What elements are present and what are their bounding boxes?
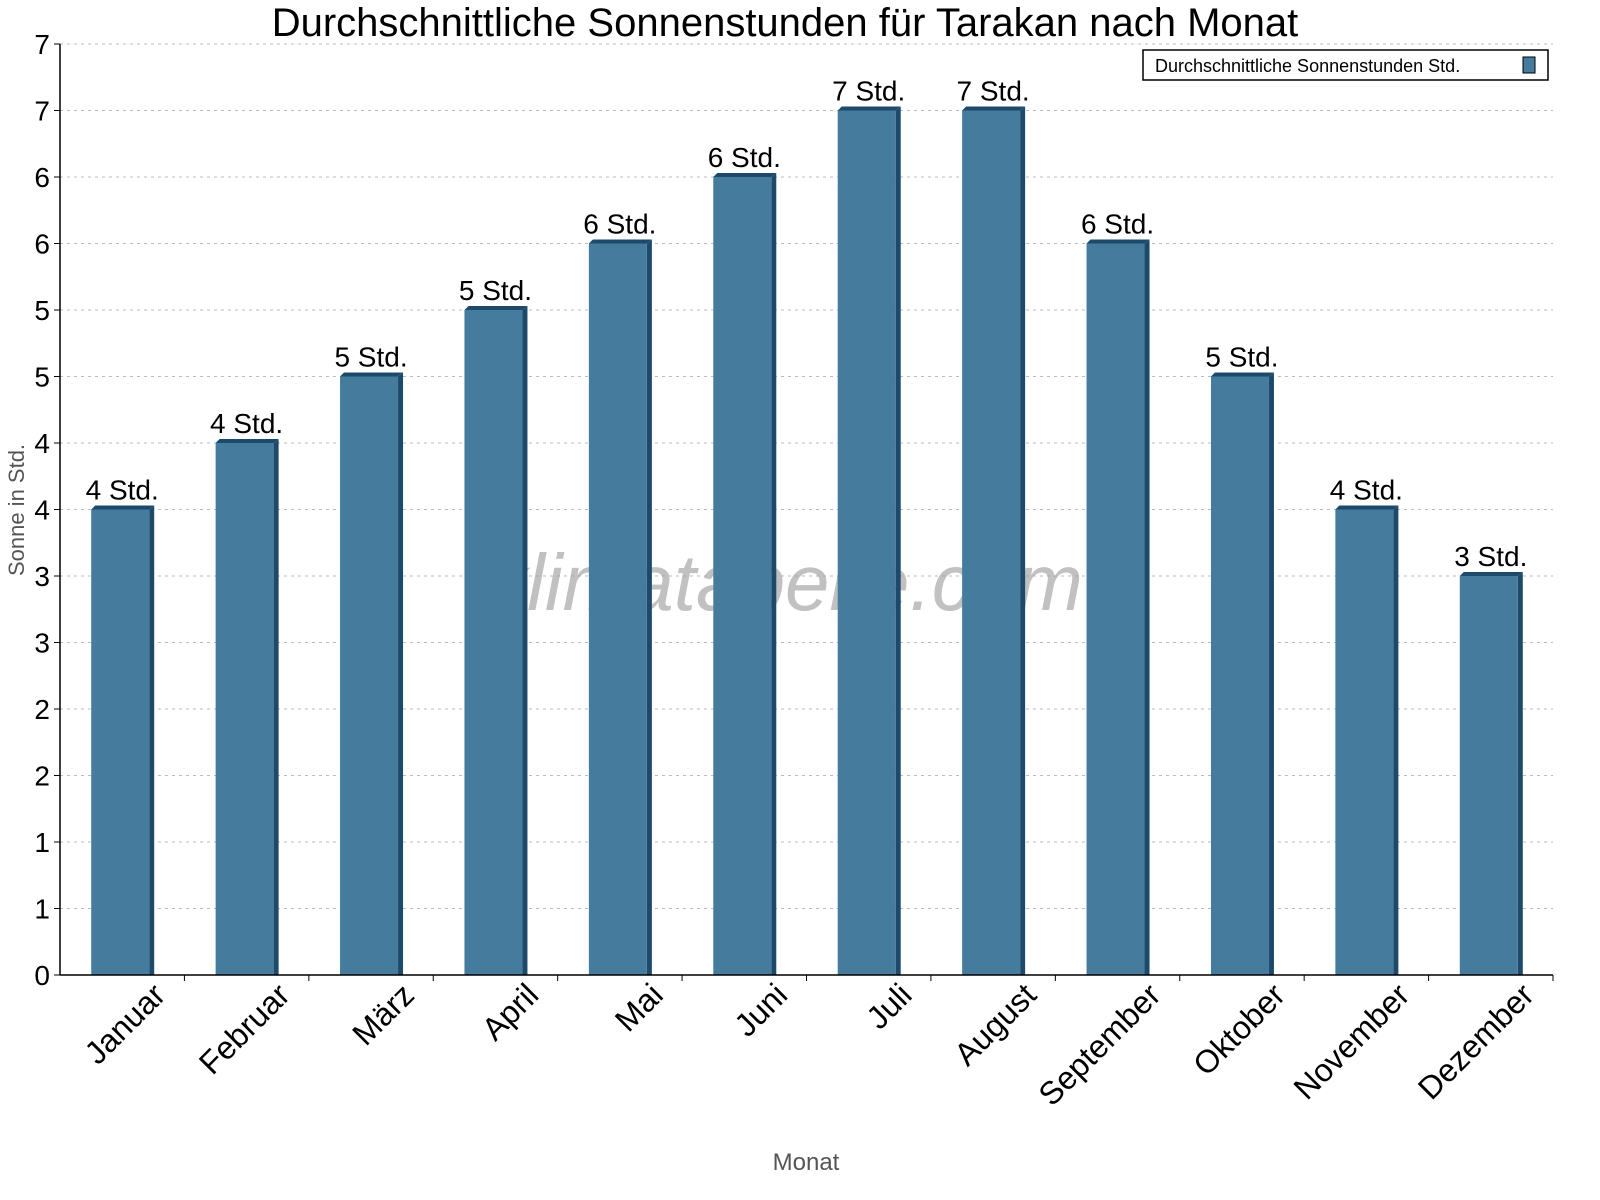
bar-top (713, 173, 777, 177)
x-tick-label: Januar (78, 976, 173, 1071)
y-tick-label: 3 (34, 561, 50, 592)
bar-side (1268, 372, 1274, 975)
data-label: 7 Std. (832, 76, 905, 107)
legend: Durchschnittliche Sonnenstunden Std. (1142, 49, 1549, 81)
data-label: 4 Std. (86, 475, 159, 506)
x-tick-label: März (345, 976, 421, 1052)
y-tick-label: 5 (34, 295, 50, 326)
y-tick-label: 3 (34, 628, 50, 659)
data-label: 7 Std. (957, 76, 1030, 107)
bar (713, 177, 772, 975)
bar-top (464, 306, 528, 310)
bar (588, 243, 647, 975)
bar (464, 310, 523, 975)
bar (1335, 509, 1394, 975)
data-label: 5 Std. (459, 275, 532, 306)
x-tick-label: Juni (727, 976, 794, 1043)
bar (215, 443, 274, 975)
bar-side (1393, 505, 1399, 975)
bar (340, 376, 399, 975)
x-tick-label: September (1031, 976, 1167, 1112)
x-axis-label: Monat (773, 1149, 840, 1176)
y-tick-label: 7 (34, 29, 50, 60)
bar (1459, 576, 1518, 975)
bar-top (837, 106, 901, 111)
bar (962, 110, 1021, 975)
bar-top (962, 106, 1026, 111)
bar-side (646, 239, 652, 975)
data-label: 4 Std. (210, 408, 283, 439)
bar-side (273, 439, 279, 975)
bar (1210, 376, 1269, 975)
bar-top (215, 439, 279, 443)
y-tick-label: 4 (34, 495, 50, 526)
x-tick-label: Juli (859, 976, 918, 1035)
y-tick-label: 2 (34, 694, 50, 725)
bar-side (895, 106, 901, 975)
bar-side (1020, 106, 1026, 975)
y-tick-label: 6 (34, 162, 50, 193)
x-tick-label: Dezember (1411, 976, 1541, 1106)
bar-side (149, 505, 155, 975)
bar-top (1210, 372, 1274, 377)
data-label: 3 Std. (1454, 541, 1527, 572)
y-tick-label: 5 (34, 362, 50, 393)
y-tick-label: 6 (34, 229, 50, 260)
bar-side (1144, 239, 1150, 975)
data-label: 6 Std. (1081, 209, 1154, 240)
data-label: 5 Std. (1205, 342, 1278, 373)
bar-top (1459, 572, 1523, 576)
bar-top (1335, 505, 1399, 510)
y-axis-label: Sonne in Std. (4, 444, 29, 576)
data-label: 5 Std. (334, 342, 407, 373)
x-tick-label: Mai (608, 976, 670, 1038)
data-label: 6 Std. (583, 209, 656, 240)
data-label: 6 Std. (708, 142, 781, 173)
bar (91, 509, 150, 975)
bar (837, 110, 896, 975)
bar-side (522, 306, 528, 975)
y-tick-label: 7 (34, 96, 50, 127)
x-tick-label: August (947, 976, 1043, 1072)
x-tick-label: Oktober (1186, 976, 1292, 1082)
x-tick-label: Februar (192, 976, 297, 1081)
bar-side (1517, 572, 1523, 975)
legend-label: Durchschnittliche Sonnenstunden Std. (1155, 56, 1460, 76)
x-tick-label: April (475, 976, 546, 1047)
bar (1086, 243, 1145, 975)
x-tick-label: November (1286, 976, 1416, 1106)
y-tick-label: 4 (34, 428, 50, 459)
data-label: 4 Std. (1330, 475, 1403, 506)
y-tick-label: 1 (34, 894, 50, 925)
bar-side (771, 173, 777, 975)
bar-side (398, 372, 404, 975)
legend-swatch (1522, 56, 1536, 74)
bar-top (91, 505, 155, 510)
y-tick-label: 1 (34, 827, 50, 858)
bar-top (340, 372, 404, 377)
bar-top (1086, 239, 1150, 244)
bar-top (588, 239, 652, 244)
y-tick-label: 2 (34, 761, 50, 792)
y-tick-label: 0 (34, 960, 50, 991)
chart-title: Durchschnittliche Sonnenstunden für Tara… (272, 1, 1299, 45)
